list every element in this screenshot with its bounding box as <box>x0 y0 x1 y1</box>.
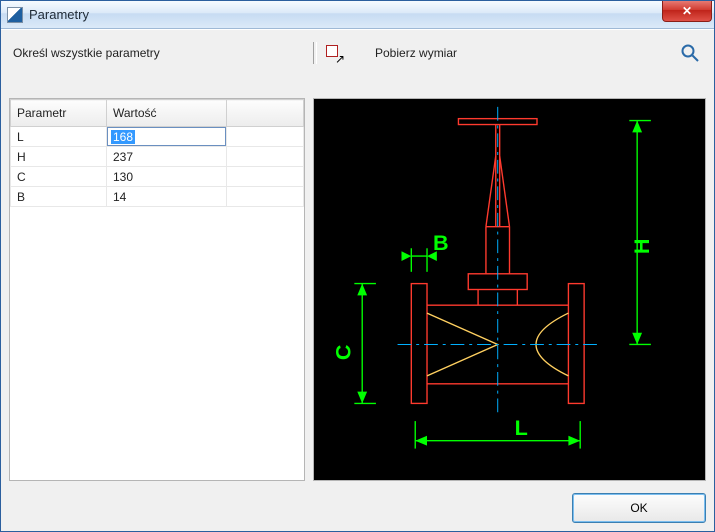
param-name-cell[interactable]: H <box>11 147 107 167</box>
table-row[interactable]: C130 <box>11 167 304 187</box>
instruction-label: Określ wszystkie parametry <box>9 46 313 60</box>
toolbar-separator <box>313 42 317 64</box>
editing-value[interactable]: 168 <box>111 130 135 144</box>
table-row[interactable]: L 168 <box>11 127 304 147</box>
top-row: Określ wszystkie parametry Pobierz wymia… <box>9 36 706 70</box>
param-name-cell[interactable]: B <box>11 187 107 207</box>
blank-cell <box>227 127 304 147</box>
ok-button[interactable]: OK <box>572 493 706 523</box>
preview-panel: L H C B <box>313 98 706 481</box>
parameters-table[interactable]: Parametr Wartość L 168 H237C130B14 <box>10 99 304 207</box>
parameters-panel: Parametr Wartość L 168 H237C130B14 <box>9 98 305 481</box>
close-button[interactable]: ✕ <box>662 1 712 22</box>
param-name-cell[interactable]: L <box>11 127 107 147</box>
svg-text:C: C <box>330 345 355 361</box>
svg-text:B: B <box>433 230 449 255</box>
col-wartosc[interactable]: Wartość <box>107 100 227 127</box>
dialog-window: Parametry ✕ Określ wszystkie parametry P… <box>0 0 715 532</box>
col-parametr[interactable]: Parametr <box>11 100 107 127</box>
param-name-cell[interactable]: C <box>11 167 107 187</box>
svg-text:H: H <box>629 238 654 254</box>
close-icon: ✕ <box>682 4 692 18</box>
toolbar: Pobierz wymiar <box>313 42 457 64</box>
app-icon <box>7 7 23 23</box>
param-value-cell[interactable]: 130 <box>107 167 227 187</box>
table-row[interactable]: H237 <box>11 147 304 167</box>
param-value-cell[interactable]: 168 <box>107 127 227 147</box>
param-value-cell[interactable]: 14 <box>107 187 227 207</box>
magnifier-icon <box>680 43 700 63</box>
blank-cell <box>227 187 304 207</box>
dialog-body: Określ wszystkie parametry Pobierz wymia… <box>1 29 714 531</box>
blank-cell <box>227 167 304 187</box>
dialog-footer: OK <box>572 493 706 523</box>
pick-dimension-icon[interactable] <box>325 44 343 62</box>
table-header-row: Parametr Wartość <box>11 100 304 127</box>
titlebar[interactable]: Parametry ✕ <box>1 1 714 29</box>
pick-dimension-label: Pobierz wymiar <box>375 46 457 60</box>
window-title: Parametry <box>29 7 89 22</box>
param-value-cell[interactable]: 237 <box>107 147 227 167</box>
col-blank <box>227 100 304 127</box>
table-row[interactable]: B14 <box>11 187 304 207</box>
content-row: Parametr Wartość L168H237C130B14 <box>9 98 706 481</box>
svg-text:L: L <box>515 415 528 440</box>
zoom-button[interactable] <box>680 43 700 63</box>
blank-cell <box>227 147 304 167</box>
preview-drawing: L H C B <box>314 99 705 480</box>
